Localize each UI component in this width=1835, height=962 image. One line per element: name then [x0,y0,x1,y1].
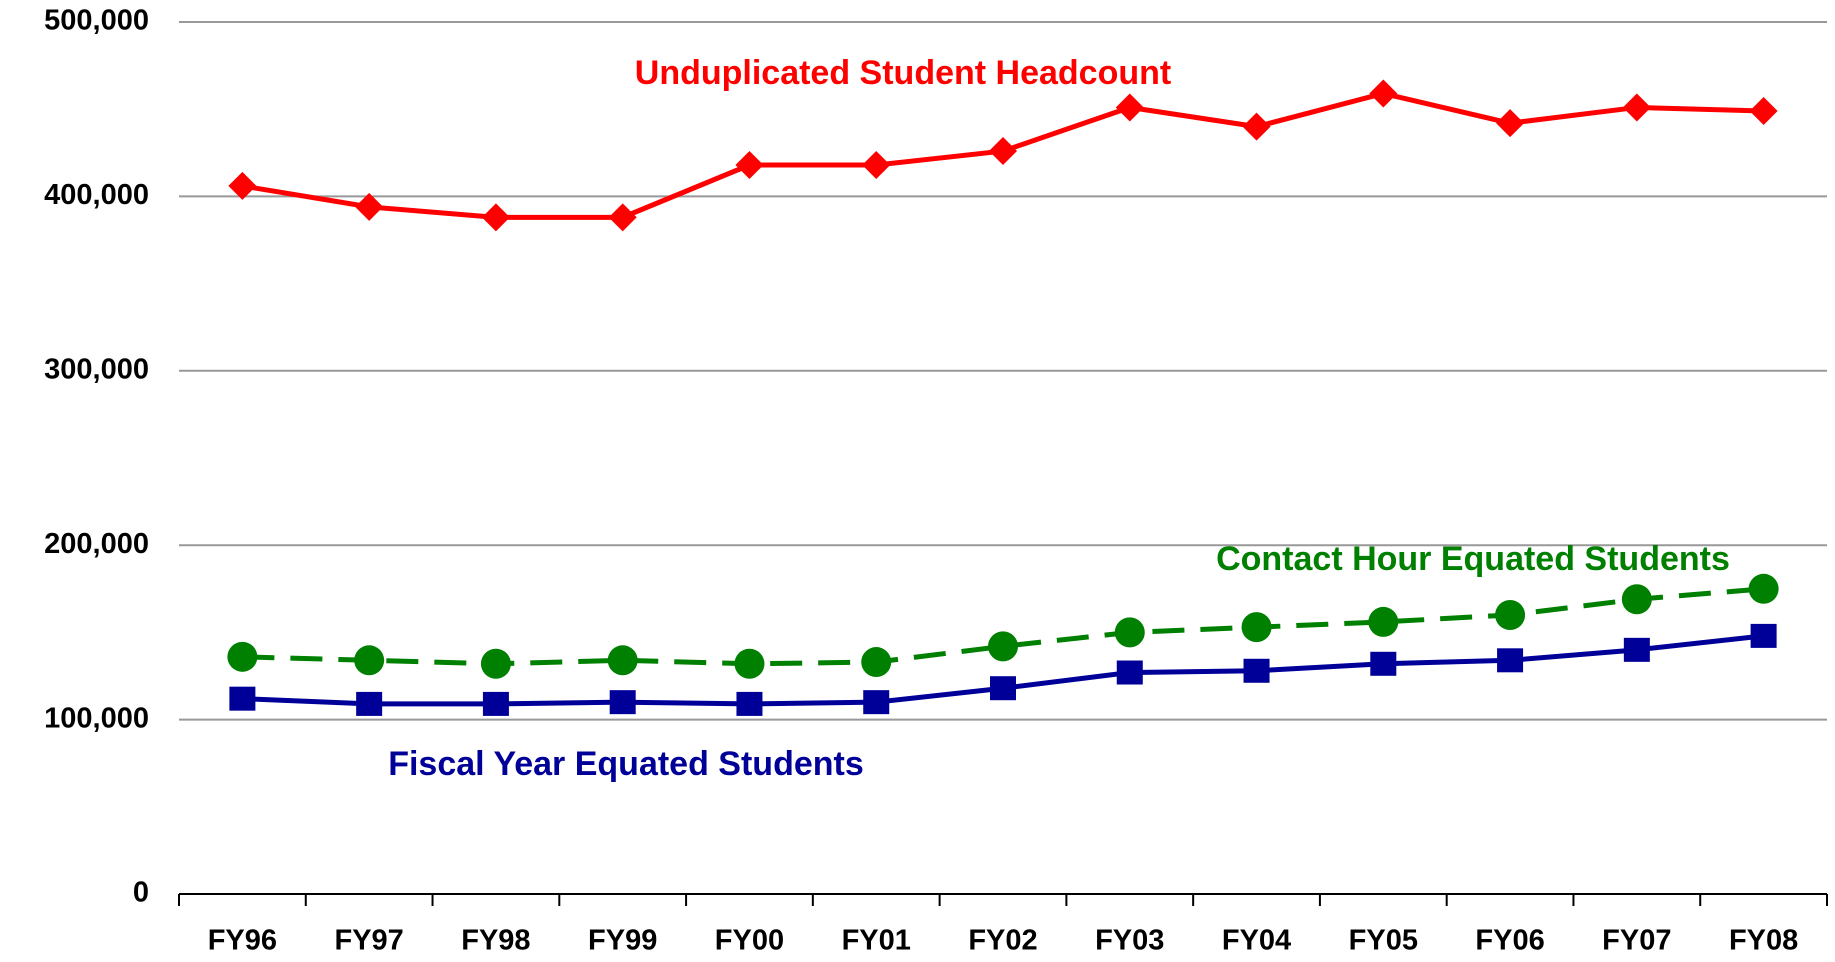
marker [1114,617,1145,648]
marker [480,648,511,679]
marker [609,690,636,715]
x-tick-label: FY01 [842,925,911,957]
x-tick-label: FY00 [715,925,784,957]
marker [1621,584,1652,615]
x-tick-label: FY08 [1729,925,1798,957]
x-tick-label: FY03 [1095,925,1164,957]
marker [1496,109,1525,138]
marker [1748,573,1779,604]
y-tick-label: 400,000 [44,179,149,211]
marker [228,171,257,200]
series-label: Unduplicated Student Headcount [635,54,1171,92]
marker [863,690,890,715]
marker [1370,651,1397,676]
marker [990,676,1016,701]
marker [1368,606,1399,637]
x-tick-label: FY98 [461,925,530,957]
marker [734,648,765,679]
x-tick-label: FY04 [1222,925,1291,957]
x-tick-label: FY02 [968,925,1037,957]
marker [1749,96,1778,125]
marker [1622,93,1651,122]
marker [355,192,384,221]
marker [356,691,383,716]
marker [1116,660,1143,685]
y-tick-label: 100,000 [44,702,149,734]
x-tick-label: FY07 [1602,925,1671,957]
marker [988,631,1018,662]
marker [862,151,891,180]
marker [1243,658,1270,683]
marker [1115,93,1144,122]
marker [229,686,256,711]
y-tick-label: 0 [133,877,149,909]
marker [1497,648,1524,673]
marker [608,203,637,232]
y-tick-label: 500,000 [44,5,149,37]
x-tick-label: FY06 [1475,925,1544,957]
marker [1623,637,1650,662]
marker [481,203,510,232]
series-label: Fiscal Year Equated Students [388,745,864,783]
y-tick-label: 300,000 [44,353,149,385]
marker [1369,79,1398,108]
x-tick-label: FY99 [588,925,657,957]
marker [989,137,1017,166]
marker [735,151,764,180]
marker [227,641,258,672]
series-label: Contact Hour Equated Students [1216,540,1730,578]
x-tick-label: FY97 [334,925,403,957]
marker [736,691,763,716]
marker [354,645,385,676]
marker [1495,599,1526,630]
marker [861,647,892,678]
x-tick-label: FY05 [1349,925,1418,957]
y-tick-label: 200,000 [44,528,149,560]
marker [482,691,509,716]
marker [1241,612,1272,643]
marker [607,645,638,676]
x-tick-label: FY96 [208,925,277,957]
marker [1242,112,1271,141]
marker [1750,623,1777,648]
